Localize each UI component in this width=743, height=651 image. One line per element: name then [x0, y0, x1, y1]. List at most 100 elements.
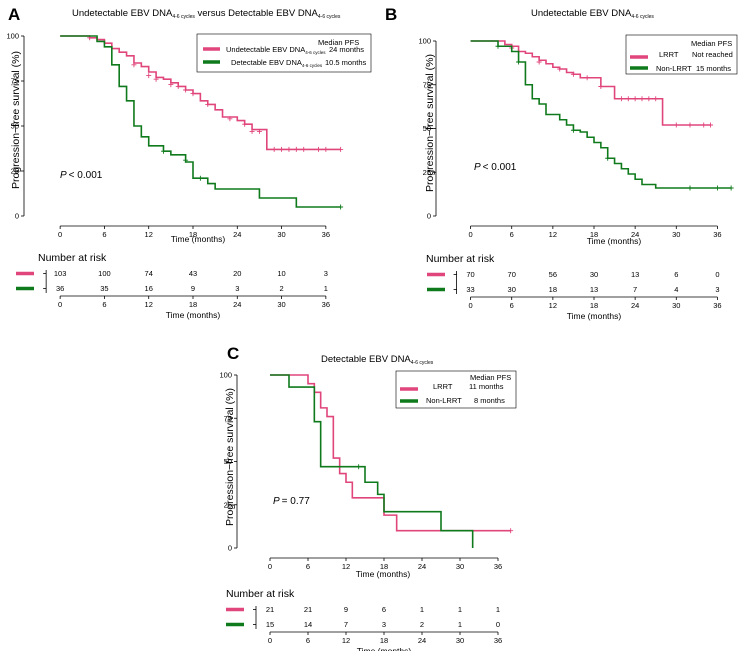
panel-b-series-2-censor-4 [687, 185, 693, 191]
panel-b-series-1-censor-7 [625, 96, 631, 102]
panel-b-risk-table: 70 70 56 30 13 6 033 30 18 13 7 4 30 6 12 18 24 30 36Time … [427, 270, 722, 321]
panel-b-ylabel: Progression−free survival (%) [424, 54, 436, 192]
panel-b-series-1-censor-11 [653, 96, 659, 102]
panel-c-risk-1-cell-3: 6 [382, 605, 386, 614]
panel-b-legend-value-2: 15 months [696, 64, 731, 73]
panel-c-x-tick-label-0: 0 [268, 562, 272, 571]
panel-a-risk-1-cell-3: 43 [189, 269, 197, 278]
panel-a-series-1-censor-20 [338, 146, 344, 152]
panel-b-risk-x-tick-label-3: 18 [590, 301, 598, 310]
panel-b-legend-value-1: Not reached [692, 50, 733, 59]
panel-b-series-1-censor-2 [557, 66, 563, 72]
panel-c-risk-1-cell-0: 21 [266, 605, 274, 614]
panel-a-series-1-censor-18 [315, 146, 321, 152]
panel-b-risk-x-tick-label-1: 6 [510, 301, 514, 310]
panel-a-series-1-censor-13 [271, 146, 277, 152]
panel-a-risk-2-cell-6: 1 [324, 284, 328, 293]
panel-a-series-1-censor-4 [168, 82, 174, 88]
panel-a-pvalue: P < 0.001 [60, 170, 103, 181]
panel-b-series-2-censor-6 [728, 185, 734, 191]
panel-b-x-tick-label-1: 6 [510, 230, 514, 239]
panel-c-risk-2-cell-6: 0 [496, 620, 500, 629]
panel-a-risk-x-tick-label-3: 18 [189, 300, 197, 309]
panel-a-legend-value-2: 10.5 months [325, 58, 367, 67]
panel-b-pvalue: P < 0.001 [474, 162, 517, 173]
panel-b-title: Undetectable EBV DNA4-6 cycles [531, 8, 654, 20]
panel-a-series-2-censor-0 [160, 148, 166, 154]
panel-b-risk-xlabel: Time (months) [567, 311, 622, 321]
panel-a-x-tick-label-2: 12 [145, 230, 153, 239]
panel-a-series-2-censor-1 [183, 157, 189, 163]
panel-a-series-1-censor-3 [153, 76, 159, 82]
panel-b-series-2-censor-3 [605, 155, 611, 161]
panel-b-y-tick-label-2: 50 [423, 124, 431, 133]
panel-c-y-tick-label-1: 25 [224, 500, 232, 509]
panel-c-risk-1-cell-2: 9 [344, 605, 348, 614]
panel-a-x-tick-label-4: 24 [233, 230, 241, 239]
panel-c-x-tick-label-6: 36 [494, 562, 502, 571]
panel-a-risk-title: Number at risk [38, 252, 107, 264]
panel-c-risk-2-cell-3: 3 [382, 620, 386, 629]
panel-a-y-tick-label-0: 0 [15, 212, 19, 221]
panel-b-series-1-censor-6 [618, 96, 624, 102]
panel-a-risk-x-tick-label-4: 24 [233, 300, 241, 309]
panel-a-risk-xlabel: Time (months) [166, 310, 221, 320]
panel-c-legend-header: Median PFS [470, 373, 511, 382]
panel-a-series-1-censor-11 [249, 128, 255, 134]
panel-c-risk-1-cell-6: 1 [496, 605, 500, 614]
panel-b-risk-2-cell-0: 33 [466, 285, 474, 294]
panel-a-y-tick-label-2: 50 [11, 122, 19, 131]
panel-b-title-sub1: 4-6 cycles [631, 14, 654, 20]
panel-c-risk-1-cell-1: 21 [304, 605, 312, 614]
panel-a-risk-x-tick-label-2: 12 [145, 300, 153, 309]
panel-c-y-tick-label-4: 100 [219, 371, 232, 380]
panel-a-xlabel: Time (months) [171, 234, 226, 244]
panel-a-risk-2-cell-1: 35 [100, 284, 108, 293]
panel-a-p-text: < 0.001 [69, 170, 103, 181]
panel-b-series-1-censor-10 [646, 96, 652, 102]
panel-b-x-tick-label-3: 18 [590, 230, 598, 239]
panel-c-risk-x-tick-label-6: 36 [494, 636, 502, 645]
panel-c-x-tick-label-3: 18 [380, 562, 388, 571]
panel-b-xlabel: Time (months) [587, 236, 642, 246]
panel-c-title-sub1: 4-6 cycles [411, 360, 434, 366]
panel-a-legend-value-1: 24 months [329, 45, 364, 54]
panel-c-p-letter: P [273, 496, 280, 507]
panel-c-risk-1-cell-5: 1 [458, 605, 462, 614]
panel-b-risk-x-tick-label-2: 12 [549, 301, 557, 310]
panel-c-pvalue: P = 0.77 [273, 496, 310, 507]
panel-a-series-1-censor-2 [146, 73, 152, 79]
panel-c-x-tick-label-5: 30 [456, 562, 464, 571]
panel-b-y-tick-label-3: 75 [423, 80, 431, 89]
panel-a-series-1-censor-16 [293, 146, 299, 152]
panel-a-x-tick-label-3: 18 [189, 230, 197, 239]
panel-a-legend-entry-1: Undetectable EBV DNA4-6 cycles [226, 45, 326, 55]
panel-a-series-1-censor-1 [131, 62, 137, 68]
panel-a-y-tick-label-4: 100 [6, 32, 19, 41]
panel-label-c: C [227, 344, 239, 363]
panel-b-series-1-censor-15 [708, 122, 714, 128]
panel-a-risk-x-tick-label-0: 0 [58, 300, 62, 309]
panel-a-series-1-censor-12 [256, 128, 262, 134]
panel-b-series-2-line [470, 40, 732, 189]
panel-a-series-2-censor-2 [197, 175, 203, 181]
panel-c-title-main: Detectable EBV DNA [321, 354, 411, 365]
panel-b-risk-x-tick-label-6: 36 [713, 301, 721, 310]
panel-a-legend-entry-2: Detectable EBV DNA4-6 cycles [231, 58, 323, 68]
panel-c-risk-x-tick-label-1: 6 [306, 636, 310, 645]
panel-a-legend-header: Median PFS [318, 38, 359, 47]
panel-a-risk-table: 103 100 74 43 20 10 336 35 16 9 3 2 10 6 12 18 24 30 36Tim… [16, 269, 330, 320]
panel-b-x-tick-label-6: 36 [713, 230, 721, 239]
panel-a-x-tick-label-5: 30 [277, 230, 285, 239]
panel-c-legend-value-1: 11 months [469, 382, 504, 391]
panel-a-y-tick-label-1: 25 [11, 167, 19, 176]
panel-b-series-1-censor-12 [673, 122, 679, 128]
panel-b-series-2-censor-2 [570, 127, 576, 133]
panel-b-series-1-censor-1 [536, 59, 542, 65]
panel-a-title: Undetectable EBV DNA4-6 cycles versus De… [72, 8, 341, 20]
panel-b-risk-title: Number at risk [426, 253, 495, 265]
panel-b-risk-2-cell-4: 7 [633, 285, 637, 294]
panel-b-risk-2-cell-3: 13 [590, 285, 598, 294]
panel-c-plot: 0 6 12 18 24 30 36 0 25 50 75 100 [219, 371, 514, 571]
